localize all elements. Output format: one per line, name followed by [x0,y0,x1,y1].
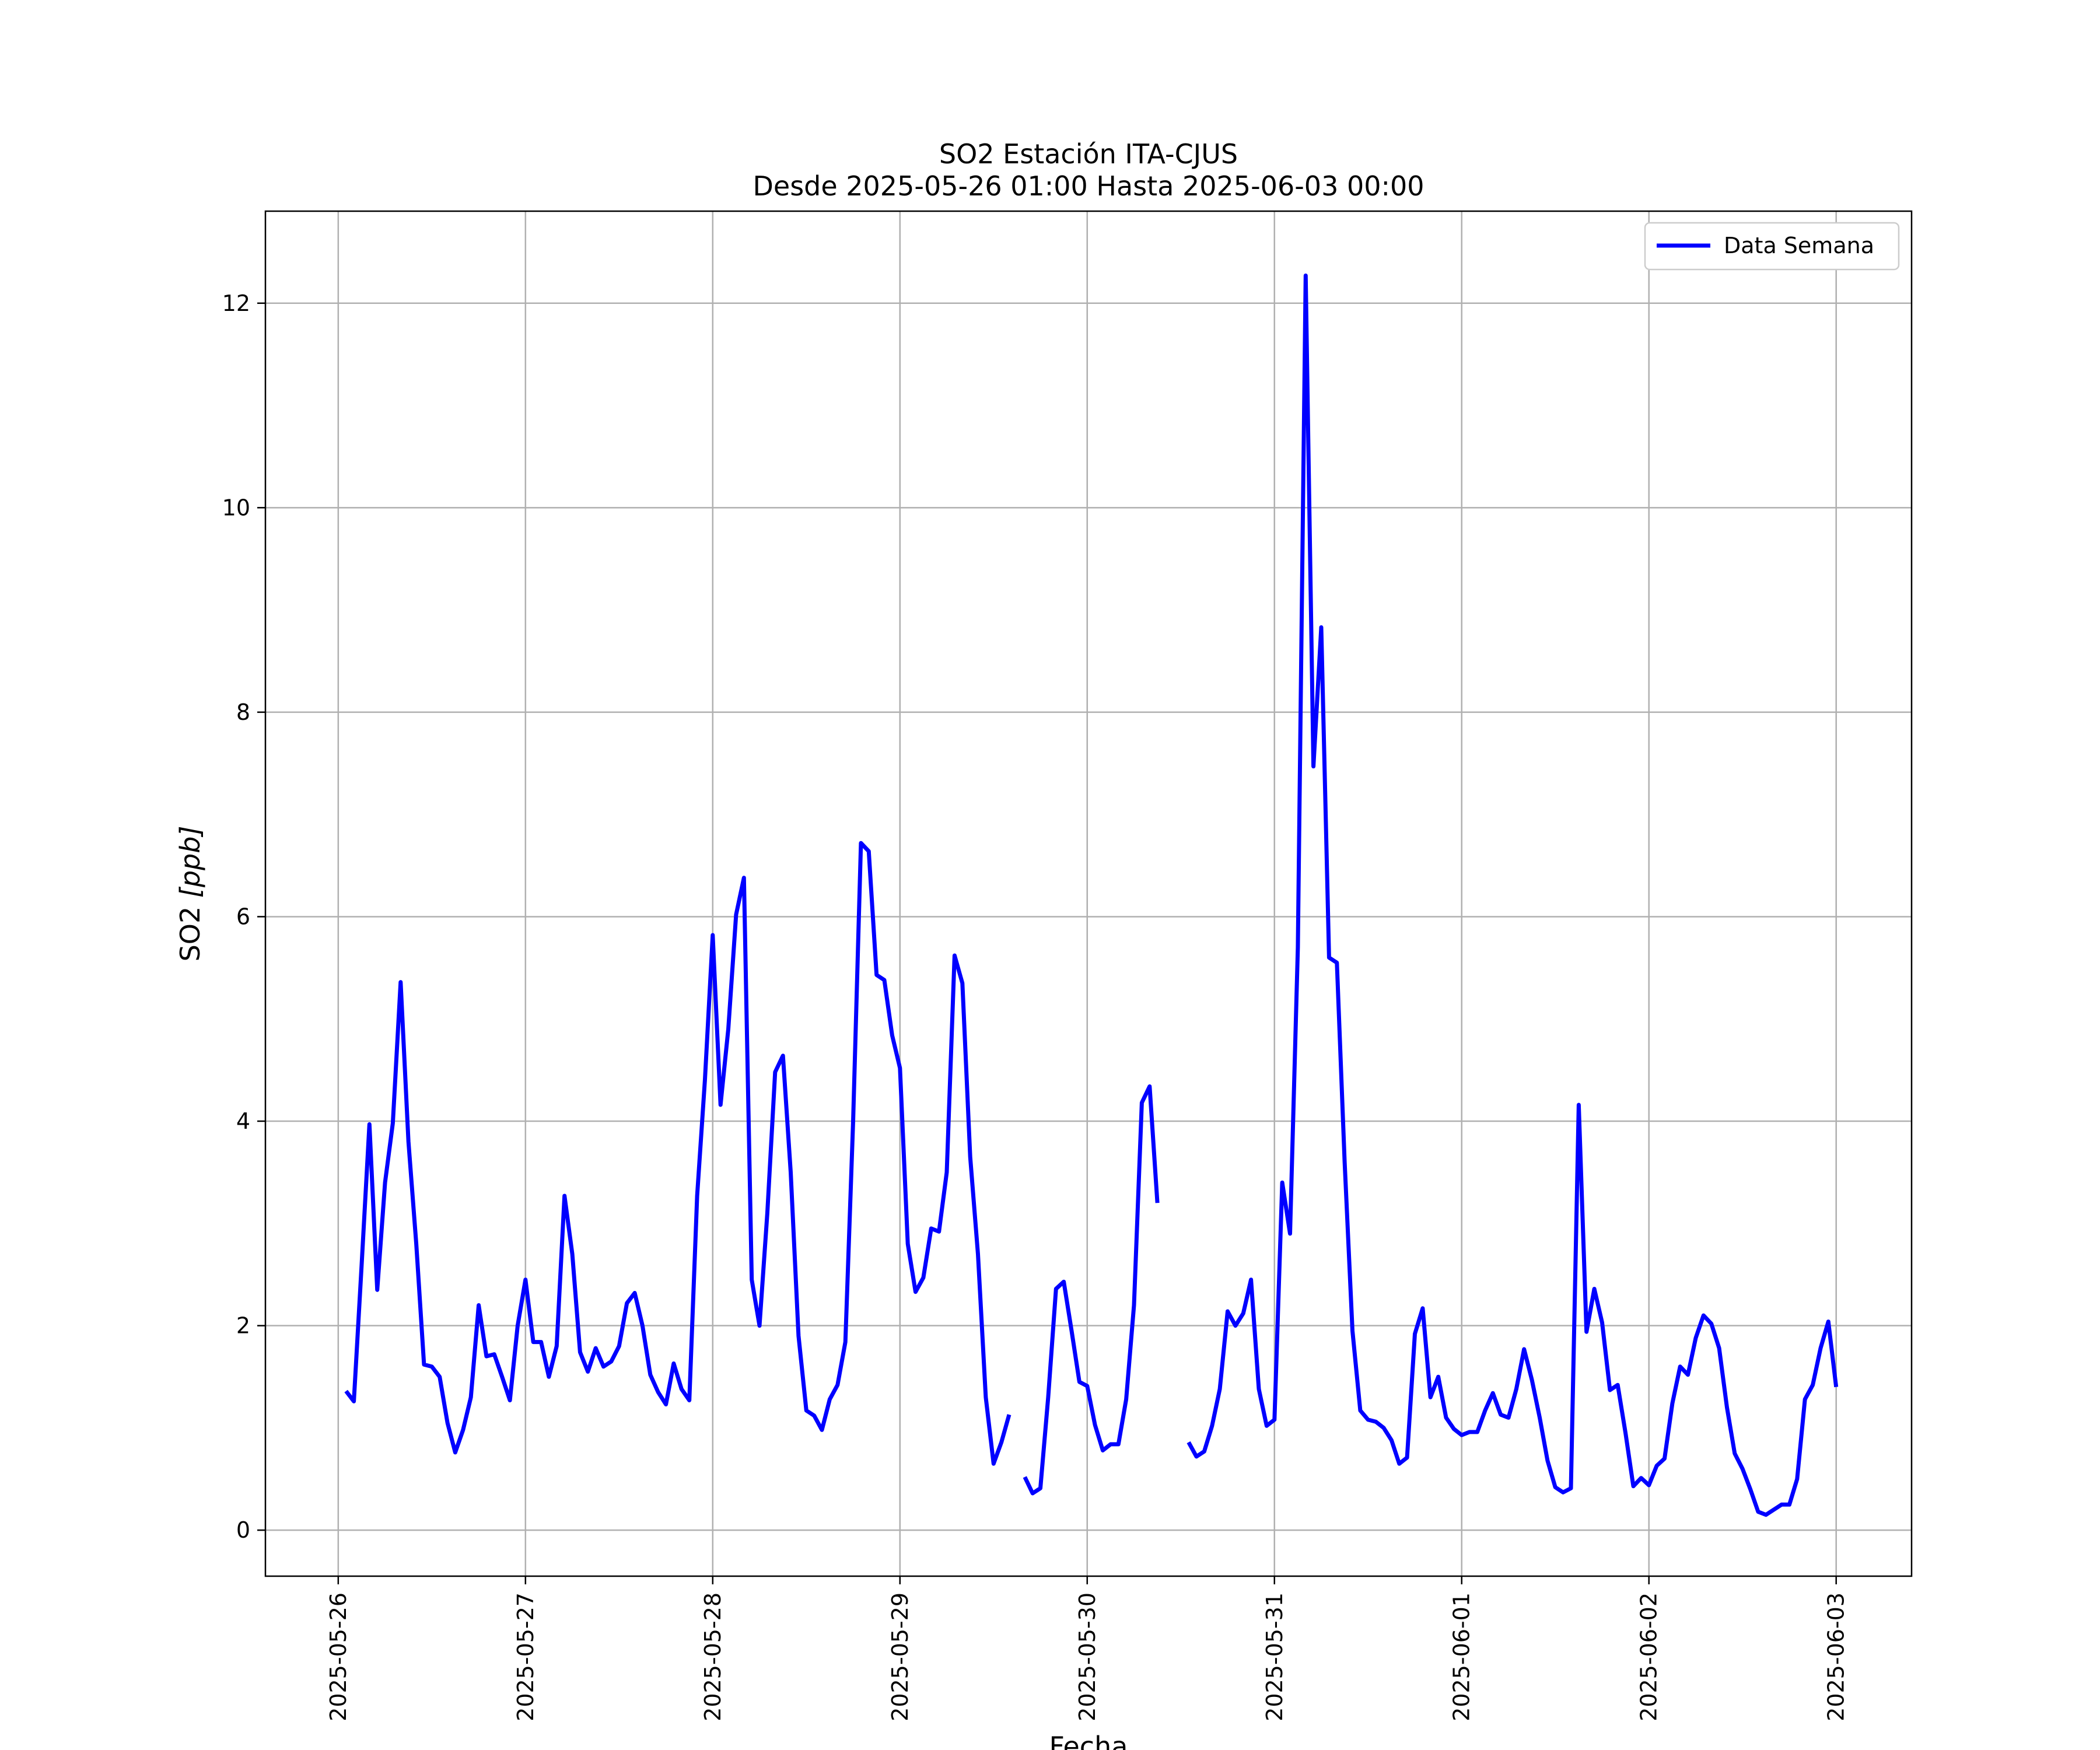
x-tick-label: 2025-05-30 [1074,1592,1100,1721]
y-tick-label: 12 [222,290,250,316]
y-axis-label: SO2 [ppb] [174,826,206,962]
x-tick-label: 2025-05-29 [887,1592,913,1721]
y-tick-label: 0 [236,1517,250,1543]
x-tick-label: 2025-05-31 [1262,1592,1287,1721]
tick-layer: 2025-05-26 2025-05-27 2025-05-28 2025-05-29… [222,290,1849,1721]
y-tick-label: 10 [222,495,250,520]
x-axis-label: Fecha [1049,1731,1128,1750]
y-axis-label-unit: [ppb] [174,826,206,898]
chart-title: SO2 Estación ITA-CJUS [939,138,1238,170]
y-tick-label: 8 [236,699,250,725]
x-tick-label: 2025-05-27 [513,1592,538,1721]
x-tick-label: 2025-05-26 [326,1592,351,1721]
x-tick-label: 2025-06-03 [1824,1592,1849,1721]
x-tick-label: 2025-05-28 [700,1592,726,1721]
x-tick-label: 2025-06-01 [1449,1592,1475,1721]
series-line-data-semana [344,273,1839,1517]
legend-box [1644,222,1900,271]
chart-subtitle: Desde 2025-05-26 01:00 Hasta 2025-06-03 … [752,170,1424,202]
legend-label-data-semana: Data Semana [1724,233,1874,258]
line-layer [344,273,1839,1517]
legend: Data Semana [1644,222,1900,271]
y-tick-label: 4 [236,1108,250,1134]
grid-layer [265,211,1912,1576]
y-axis-label-text: SO2 [174,898,206,961]
y-tick-label: 2 [236,1313,250,1339]
x-tick-label: 2025-06-02 [1636,1592,1662,1721]
y-tick-label: 6 [236,904,250,929]
plot-frame [264,210,1913,1577]
